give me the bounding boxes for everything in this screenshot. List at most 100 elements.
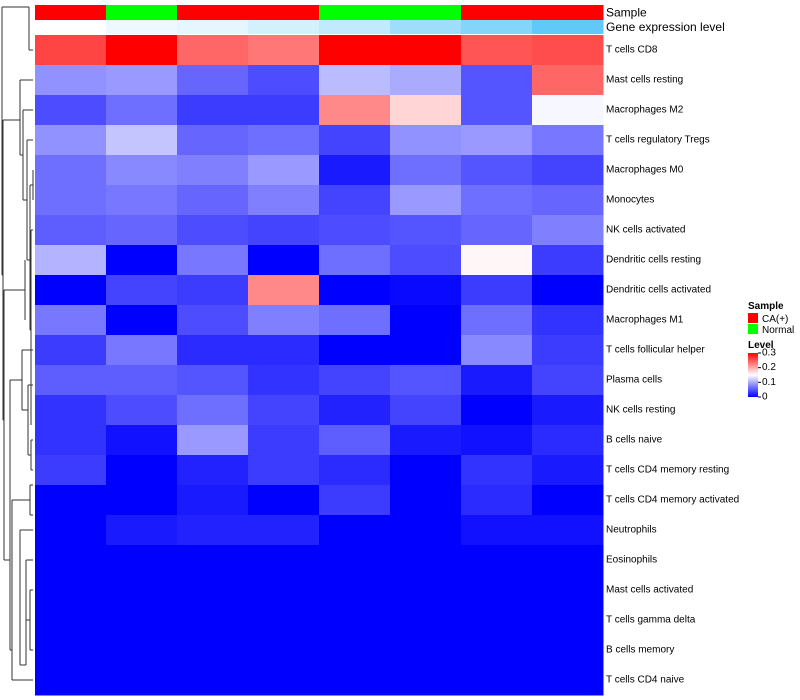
heatmap-cell [461, 635, 533, 666]
heatmap-cell [461, 185, 533, 216]
heatmap-cell [461, 305, 533, 336]
heatmap-cell [35, 485, 107, 516]
heatmap-cell [532, 545, 604, 576]
heatmap-cell [177, 35, 249, 66]
annotation-cell [319, 5, 391, 20]
heatmap-cell [248, 155, 320, 186]
annotation-cell [248, 5, 320, 20]
heatmap-cell [177, 485, 249, 516]
heatmap-cell [319, 305, 391, 336]
heatmap-cell [319, 455, 391, 486]
heatmap-cell [532, 65, 604, 96]
heatmap-cell [390, 275, 462, 306]
heatmap-cell [319, 35, 391, 66]
heatmap-cell [248, 515, 320, 546]
heatmap-cell [248, 545, 320, 576]
row-label: Dendritic cells activated [606, 285, 711, 296]
heatmap-cell [532, 395, 604, 426]
heatmap-cell [177, 395, 249, 426]
heatmap-cell [35, 95, 107, 126]
legend-level-tick-label: 0 [762, 392, 768, 403]
heatmap-cell [177, 635, 249, 666]
heatmap-cell [532, 305, 604, 336]
heatmap-cell [35, 125, 107, 156]
heatmap-cell [390, 305, 462, 336]
heatmap-cell [532, 455, 604, 486]
heatmap-cell [319, 485, 391, 516]
heatmap-cell [319, 395, 391, 426]
heatmap-cell [177, 245, 249, 276]
annotation-cell [177, 5, 249, 20]
heatmap-cell [248, 395, 320, 426]
heatmap-cell [390, 185, 462, 216]
heatmap-cell [106, 635, 178, 666]
legend-sample-swatch [748, 324, 758, 334]
heatmap-cell [35, 605, 107, 636]
heatmap-cell [319, 365, 391, 396]
row-dendrogram [1, 6, 34, 681]
heatmap-cell [532, 215, 604, 246]
heatmap-cell [248, 245, 320, 276]
heatmap-cell [390, 455, 462, 486]
heatmap-cell [461, 155, 533, 186]
heatmap-cell [248, 125, 320, 156]
heatmap-cell [390, 545, 462, 576]
heatmap-cell [106, 575, 178, 606]
heatmap-cell [461, 395, 533, 426]
heatmap-cell [532, 155, 604, 186]
heatmap-cell [319, 185, 391, 216]
heatmap-cell [248, 425, 320, 456]
heatmap-cell [177, 185, 249, 216]
legend-level-ticks: 0.3 0.2 0.1 0 [758, 348, 776, 403]
heatmap-cell [532, 275, 604, 306]
heatmap-cell [319, 605, 391, 636]
row-label: NK cells resting [606, 405, 675, 416]
heatmap-cell [248, 575, 320, 606]
heatmap-cell [35, 515, 107, 546]
heatmap-cell [177, 515, 249, 546]
annotation-cell [532, 5, 604, 20]
heatmap-cell [35, 305, 107, 336]
heatmap-cell [177, 155, 249, 186]
annotation-cell [248, 20, 320, 34]
heatmap-cell [106, 185, 178, 216]
heatmap-cell [35, 545, 107, 576]
heatmap-cell [532, 515, 604, 546]
heatmap-cell [390, 155, 462, 186]
heatmap-cell [319, 125, 391, 156]
heatmap-cell [319, 665, 391, 696]
legend-sample-swatch [748, 313, 758, 323]
heatmap-cell [390, 515, 462, 546]
heatmap-cell [106, 335, 178, 366]
annotation-cell [390, 20, 462, 34]
heatmap-cell [461, 515, 533, 546]
heatmap-cell [532, 95, 604, 126]
heatmap-cell [461, 215, 533, 246]
heatmap-cell [35, 395, 107, 426]
legend-level-tick-label: 0.3 [762, 348, 776, 359]
row-label: Monocytes [606, 195, 654, 206]
legend-sample-entries: CA(+)Normal [748, 313, 794, 336]
heatmap-cell [35, 35, 107, 66]
heatmap-cell [532, 635, 604, 666]
heatmap-cell [532, 335, 604, 366]
heatmap-cell [461, 455, 533, 486]
heatmap-cell [390, 65, 462, 96]
heatmap-cell [177, 95, 249, 126]
heatmap-cell [177, 335, 249, 366]
annotation-cell [106, 20, 178, 34]
annotation-cell [35, 5, 107, 20]
row-label: B cells naive [606, 435, 663, 446]
heatmap-cell [106, 605, 178, 636]
annotation-cell [390, 5, 462, 20]
heatmap-cell [461, 275, 533, 306]
heatmap-cell [177, 125, 249, 156]
heatmap-cell [532, 365, 604, 396]
heatmap-cell [532, 485, 604, 516]
heatmap-cell [106, 365, 178, 396]
heatmap-cell [319, 575, 391, 606]
heatmap-cell [35, 455, 107, 486]
heatmap-cell [35, 185, 107, 216]
heatmap-cell [177, 575, 249, 606]
